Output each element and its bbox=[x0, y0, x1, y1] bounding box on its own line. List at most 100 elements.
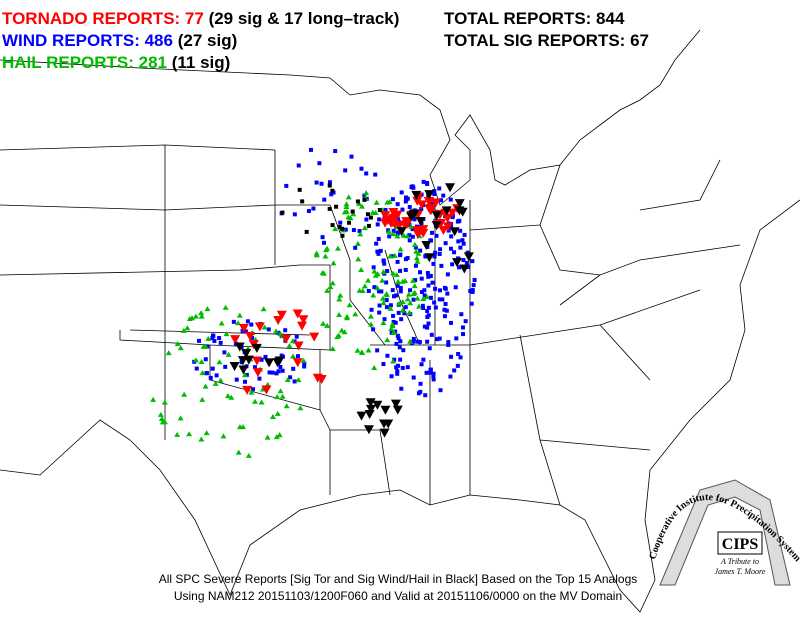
report-marker bbox=[431, 377, 436, 382]
report-marker bbox=[385, 269, 390, 274]
report-marker bbox=[370, 292, 377, 298]
report-marker bbox=[217, 336, 222, 341]
report-marker bbox=[425, 308, 430, 313]
report-marker bbox=[186, 431, 193, 437]
report-marker bbox=[384, 305, 389, 310]
report-marker bbox=[421, 357, 426, 362]
report-marker bbox=[284, 377, 291, 383]
report-marker bbox=[276, 310, 287, 320]
report-marker bbox=[267, 370, 272, 375]
report-marker bbox=[292, 379, 297, 384]
report-marker bbox=[212, 380, 219, 386]
report-marker bbox=[458, 245, 463, 250]
report-marker bbox=[382, 215, 393, 225]
report-marker bbox=[434, 233, 439, 238]
report-marker bbox=[161, 399, 168, 405]
report-marker bbox=[387, 305, 394, 311]
report-marker bbox=[390, 231, 397, 237]
report-marker bbox=[194, 366, 199, 371]
report-marker bbox=[449, 234, 454, 239]
report-marker bbox=[280, 210, 285, 215]
report-marker bbox=[236, 312, 243, 318]
report-marker bbox=[290, 353, 297, 359]
report-marker bbox=[266, 327, 271, 332]
report-marker bbox=[302, 361, 307, 366]
report-marker bbox=[448, 246, 453, 251]
report-marker bbox=[380, 300, 387, 306]
report-marker bbox=[426, 274, 431, 279]
report-marker bbox=[390, 270, 397, 276]
report-marker bbox=[389, 323, 396, 329]
report-marker bbox=[291, 366, 296, 371]
report-marker bbox=[463, 319, 468, 324]
report-marker bbox=[225, 351, 232, 357]
report-marker bbox=[249, 322, 254, 327]
report-marker bbox=[438, 247, 443, 252]
report-marker bbox=[437, 288, 442, 293]
report-marker bbox=[452, 368, 457, 373]
report-marker bbox=[415, 339, 420, 344]
report-marker bbox=[210, 366, 215, 371]
report-marker bbox=[341, 329, 348, 335]
report-marker bbox=[442, 222, 453, 232]
report-marker bbox=[202, 383, 209, 389]
report-marker bbox=[333, 149, 338, 154]
report-marker bbox=[366, 288, 371, 293]
report-marker bbox=[400, 365, 405, 370]
report-marker bbox=[411, 297, 416, 302]
report-marker bbox=[456, 351, 461, 356]
report-marker bbox=[388, 213, 399, 223]
report-marker bbox=[422, 324, 427, 329]
report-marker bbox=[327, 180, 332, 185]
report-marker bbox=[254, 322, 265, 332]
report-marker bbox=[404, 233, 411, 239]
report-marker bbox=[261, 385, 272, 395]
report-marker bbox=[404, 197, 409, 202]
report-marker bbox=[350, 211, 357, 217]
report-marker bbox=[270, 370, 275, 375]
report-marker bbox=[408, 288, 413, 293]
report-marker bbox=[355, 199, 360, 204]
report-marker bbox=[443, 301, 448, 306]
report-marker bbox=[406, 309, 413, 315]
report-marker bbox=[334, 334, 341, 340]
report-marker bbox=[437, 336, 442, 341]
report-marker bbox=[243, 355, 254, 365]
report-marker bbox=[389, 374, 394, 379]
report-marker bbox=[395, 371, 400, 376]
report-marker bbox=[389, 330, 394, 335]
report-marker bbox=[424, 294, 431, 300]
report-marker bbox=[382, 317, 387, 322]
report-marker bbox=[200, 343, 207, 349]
report-marker bbox=[384, 298, 389, 303]
report-marker bbox=[438, 226, 449, 236]
report-marker bbox=[329, 345, 336, 351]
report-marker bbox=[461, 241, 466, 246]
report-marker bbox=[344, 315, 351, 321]
report-marker bbox=[322, 240, 327, 245]
report-marker bbox=[440, 297, 445, 302]
report-marker bbox=[470, 259, 475, 264]
report-marker bbox=[337, 225, 342, 230]
report-marker bbox=[399, 317, 404, 322]
report-marker bbox=[419, 362, 424, 367]
report-marker bbox=[410, 234, 415, 239]
report-marker bbox=[161, 419, 168, 425]
report-marker bbox=[377, 310, 382, 315]
report-marker bbox=[458, 355, 463, 360]
report-marker bbox=[396, 363, 401, 368]
report-marker bbox=[356, 411, 367, 421]
report-marker bbox=[396, 300, 403, 306]
report-marker bbox=[470, 289, 475, 294]
report-marker bbox=[369, 307, 374, 312]
report-marker bbox=[410, 227, 415, 232]
report-marker bbox=[235, 449, 242, 455]
report-marker bbox=[455, 363, 460, 368]
report-marker bbox=[388, 325, 395, 331]
report-marker bbox=[334, 204, 339, 209]
report-marker bbox=[449, 354, 454, 359]
report-marker bbox=[241, 349, 252, 359]
report-marker bbox=[365, 212, 370, 217]
report-marker bbox=[424, 370, 429, 375]
report-marker bbox=[425, 314, 430, 319]
